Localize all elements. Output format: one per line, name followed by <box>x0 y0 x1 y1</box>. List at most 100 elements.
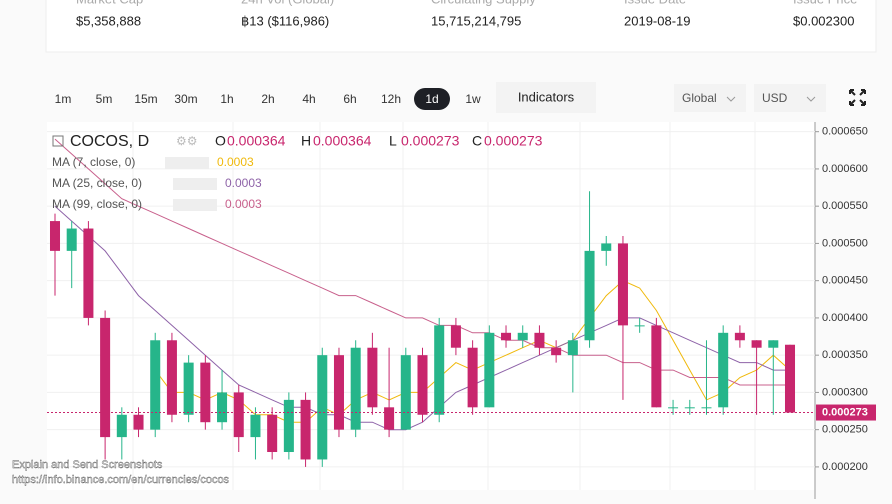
candle-body <box>300 399 311 460</box>
ma-legend-icons <box>173 178 217 190</box>
vertical-grid <box>132 122 756 490</box>
y-tick-label: 0.000200 <box>822 461 868 473</box>
candle-body <box>267 414 278 453</box>
y-tick-label: 0.000550 <box>822 200 868 212</box>
candle-body <box>317 355 328 460</box>
candle-body <box>784 344 796 413</box>
interval-button[interactable]: 1m <box>55 92 72 106</box>
candle-body <box>400 355 411 430</box>
interval-button[interactable]: 6h <box>343 92 356 106</box>
candle-body <box>634 325 645 327</box>
last-price-label: 0.000273 <box>822 406 868 418</box>
ohlc-value: 0.000273 <box>484 133 543 149</box>
candle-body <box>83 228 94 318</box>
y-tick-label: 0.000350 <box>822 349 868 361</box>
candle-body <box>701 407 712 409</box>
ma-legend-value: 0.0003 <box>225 176 262 190</box>
legend-icons: ⚙⚙ <box>176 134 198 148</box>
stat-value: 2019-08-19 <box>624 13 691 28</box>
ohlc-value: 0.000273 <box>401 133 460 149</box>
ma-legend-icons <box>165 157 209 169</box>
candle-body <box>250 414 261 438</box>
stat-value: ฿13 ($116,986) <box>241 13 329 28</box>
indicators-bg <box>496 82 596 113</box>
candle-body <box>200 362 211 423</box>
candle-body <box>116 414 127 438</box>
y-tick-label: 0.000300 <box>822 386 868 398</box>
candle-body <box>668 407 679 409</box>
candle-body <box>66 228 77 251</box>
candle-body <box>534 332 545 348</box>
interval-button[interactable]: 15m <box>134 92 157 106</box>
currency-select[interactable]: USD <box>762 91 788 105</box>
candle-body <box>551 347 562 356</box>
stat-label: Market Cap <box>76 0 143 6</box>
ma-legend-name: MA (25, close, 0) <box>52 176 142 190</box>
interval-button[interactable]: 1w <box>465 92 481 106</box>
candle-body <box>150 340 161 430</box>
stat-value: $5,358,888 <box>76 13 141 28</box>
ohlc-key: O <box>215 133 226 149</box>
candle-body <box>651 325 662 408</box>
ma-line <box>54 138 790 386</box>
indicators-button[interactable]: Indicators <box>518 89 575 104</box>
ohlc-key: C <box>472 133 482 149</box>
legend-toggle <box>52 135 64 147</box>
candle-body <box>684 407 695 409</box>
candle-body <box>484 332 495 408</box>
stats-card <box>45 0 877 53</box>
candle-body <box>233 392 244 438</box>
stat-label: Issue Price <box>793 0 857 6</box>
candle-body <box>517 332 528 341</box>
stat-value: 15,715,214,795 <box>431 13 521 28</box>
candle-body <box>467 347 478 408</box>
candle-body <box>133 414 144 430</box>
ohlc-key: H <box>301 133 311 149</box>
y-tick-label: 0.000450 <box>822 275 868 287</box>
candle-body <box>768 340 779 348</box>
stat-label: Issue Date <box>624 0 686 6</box>
ma-legend-value: 0.0003 <box>225 197 262 211</box>
ohlc-key: L <box>389 133 397 149</box>
y-tick-label: 0.000250 <box>822 424 868 436</box>
candle-body <box>567 340 578 356</box>
candle-body <box>417 355 428 415</box>
candle-body <box>183 362 194 415</box>
candle-body <box>100 317 111 438</box>
last-price-tag <box>816 404 876 421</box>
interval-button[interactable]: 4h <box>302 92 315 106</box>
candle-body <box>584 250 595 341</box>
interval-selected <box>414 88 450 110</box>
watermark: https://info.binance.com/en/currencies/c… <box>12 474 230 486</box>
candle-body <box>49 221 61 251</box>
candle-body <box>367 347 378 408</box>
watermark: Explain and Send Screenshots <box>12 459 163 471</box>
candle-body <box>617 243 628 326</box>
candle-body <box>434 325 445 415</box>
candle-body <box>501 332 512 341</box>
region-select[interactable]: Global <box>682 91 717 105</box>
interval-button[interactable]: 5m <box>96 92 113 106</box>
stat-label: Circulating Supply <box>431 0 536 6</box>
interval-button[interactable]: 2h <box>261 92 274 106</box>
chart-title: COCOS, D <box>70 133 149 150</box>
interval-button[interactable]: 30m <box>174 92 197 106</box>
stat-label: 24h Vol (Global) <box>241 0 334 6</box>
fullscreen-icon[interactable] <box>849 89 866 106</box>
interval-button[interactable]: 1h <box>220 92 233 106</box>
y-tick-label: 0.000650 <box>822 126 868 138</box>
dropdown-caret <box>806 96 816 102</box>
interval-button[interactable]: 12h <box>381 92 401 106</box>
y-tick-label: 0.000600 <box>822 163 868 175</box>
candle-body <box>734 332 745 341</box>
candle-body <box>217 392 228 423</box>
candle-body <box>718 332 729 408</box>
ohlc-value: 0.000364 <box>313 133 372 149</box>
y-tick-label: 0.000400 <box>822 312 868 324</box>
candle-body <box>166 340 177 415</box>
stat-value: $0.002300 <box>793 13 854 28</box>
dropdown-caret <box>726 96 736 102</box>
y-tick-label: 0.000500 <box>822 237 868 249</box>
interval-button[interactable]: 1d <box>425 92 438 106</box>
